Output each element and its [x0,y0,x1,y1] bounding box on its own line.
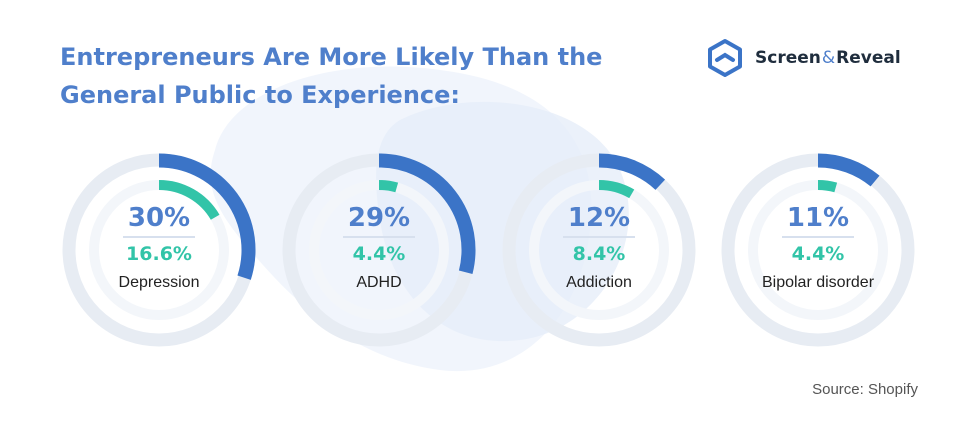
donut-adhd [282,153,476,347]
donut-text-addiction: 12% 8.4% Addiction [514,203,684,292]
donut-text-bipolar-disorder: 11% 4.4% Bipolar disorder [733,203,903,292]
general-public-arc [817,180,838,193]
brand-name-left: Screen [755,48,821,68]
donut-text-adhd: 29% 4.4% ADHD [294,203,464,292]
category-label: Addiction [566,274,632,291]
divider [782,236,854,238]
general-public-arc [158,180,220,220]
donut-depression [62,153,256,347]
donut-track [721,153,915,347]
entrepreneur-arc [158,153,256,280]
category-label: Depression [118,274,200,291]
category-label: ADHD [356,274,402,291]
general-public-percent: 16.6% [126,243,192,265]
category-label: Bipolar disorder [761,274,875,291]
brand-name: Screen&Reveal [755,48,901,68]
donut-bipolar-disorder [721,153,915,347]
entrepreneur-arc [817,153,880,187]
entrepreneur-percent: 30% [127,203,191,233]
divider [343,236,415,238]
general-public-arc [378,180,399,193]
entrepreneur-arc [598,153,666,191]
donut-addiction [502,153,696,347]
page-title: Entrepreneurs Are More Likely Than the G… [60,38,660,114]
title-line-1: Entrepreneurs Are More Likely Than the [60,43,603,71]
brand-ampersand: & [821,48,836,68]
source-note: Source: Shopify [812,381,918,398]
entrepreneur-percent: 12% [567,203,631,233]
title-line-2: General Public to Experience: [60,81,461,109]
entrepreneur-percent: 11% [786,203,850,233]
divider [563,236,635,238]
general-public-arc [598,180,635,199]
entrepreneur-percent: 29% [347,203,411,233]
brand-logo: Screen&Reveal [705,38,901,78]
brand-logo-icon [708,39,742,77]
donut-text-depression: 30% 16.6% Depression [74,203,244,292]
brand-name-right: Reveal [836,48,901,68]
entrepreneur-arc [378,153,476,274]
general-public-percent: 8.4% [572,243,626,265]
divider [123,236,195,238]
general-public-percent: 4.4% [791,243,845,265]
general-public-percent: 4.4% [352,243,406,265]
